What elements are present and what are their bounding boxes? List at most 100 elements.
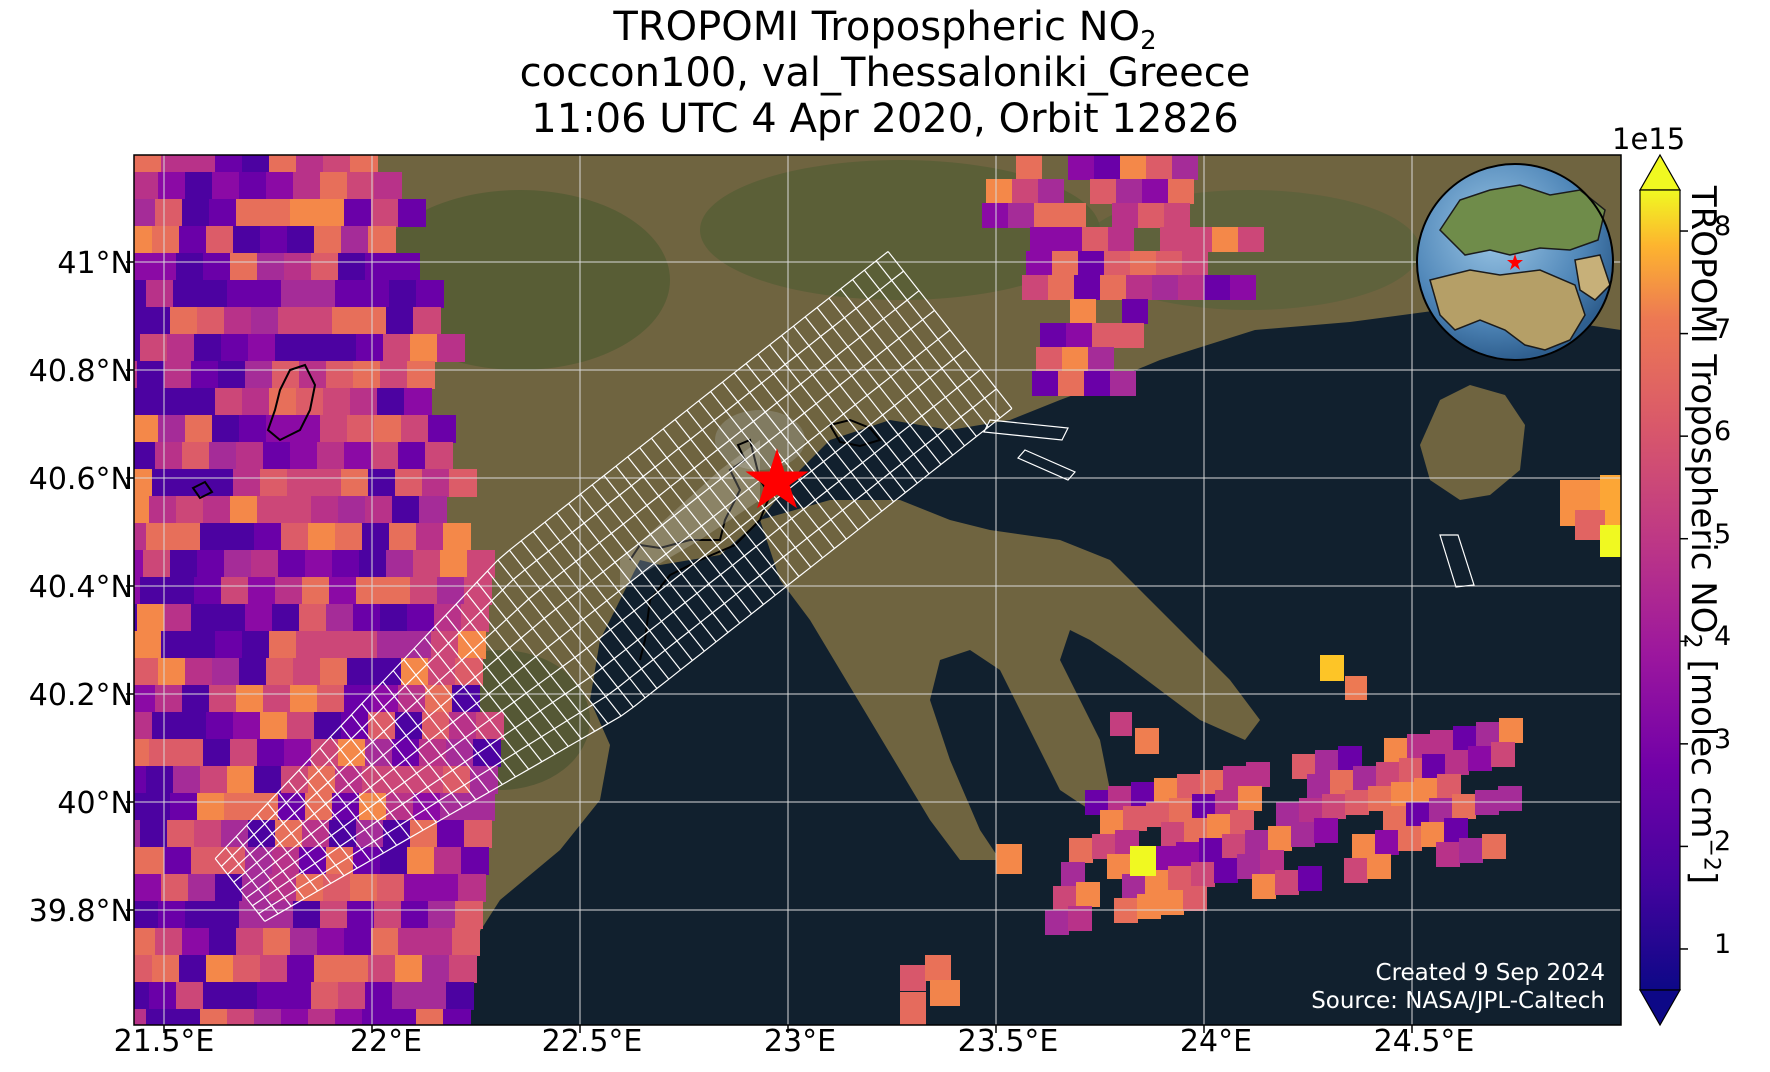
map-frame [133,154,1622,1026]
no2-pixel [350,155,378,173]
colorbar-tick-label: 7 [1714,314,1732,345]
no2-pixel [257,253,285,281]
lake-small [191,480,214,500]
no2-pixel [236,685,264,713]
no2-pixel [380,847,408,875]
no2-pixel [1040,323,1066,348]
colorbar-tick-label: 2 [1714,826,1732,857]
no2-pixel [419,982,447,1010]
no2-pixel [305,1036,333,1064]
no2-pixel [134,820,141,848]
no2-pixel [1183,886,1207,911]
globe-africa [1429,269,1586,351]
no2-pixel [1116,179,1142,204]
no2-pixel [353,847,381,875]
no2-pixel [134,631,162,659]
no2-pixel [206,226,234,254]
no2-pixel [1246,762,1270,787]
no2-pixel [224,793,252,821]
no2-pixel [224,1036,252,1064]
no2-pixel [332,307,360,335]
footprint-line [220,270,904,867]
no2-pixel [257,496,285,524]
no2-pixel [296,631,324,659]
no2-pixel [377,874,405,902]
no2-pixel [398,928,426,956]
no2-pixel [260,226,288,254]
no2-pixel [404,388,432,416]
no2-pixel [365,253,393,281]
no2-pixel [158,658,186,686]
x-tick-label: 23.5°E [957,1024,1059,1059]
no2-pixel [287,226,315,254]
no2-pixel [134,955,153,983]
no2-pixel [1436,842,1460,867]
no2-pixel [413,793,441,821]
lake-vegoritida [266,363,317,442]
no2-pixel [326,604,354,632]
no2-pixel [293,901,321,929]
no2-pixel [158,172,186,200]
no2-pixel [1238,227,1264,252]
credit-source: Source: NASA/JPL-Caltech [1311,988,1605,1014]
no2-pixel [197,793,225,821]
no2-pixel [1056,227,1082,252]
globe-inset [1416,163,1614,361]
no2-pixel [242,388,270,416]
no2-pixel [422,955,450,983]
no2-pixel [1252,874,1276,899]
no2-pixel [188,388,216,416]
no2-pixel [1146,155,1172,180]
no2-pixel [134,712,153,740]
no2-pixel [134,280,147,308]
no2-pixel [440,1036,468,1064]
no2-pixel [308,280,336,308]
no2-pixel [1066,323,1092,348]
no2-pixel [290,928,318,956]
no2-pixel [452,928,480,956]
footprint-grid [214,251,1013,922]
no2-pixel [203,253,231,281]
no2-pixel [146,1009,174,1025]
no2-pixel [191,604,219,632]
no2-pixel [335,523,363,551]
no2-pixel [134,523,147,551]
no2-pixel [203,496,231,524]
no2-pixel [1123,806,1147,831]
no2-pixel [389,523,417,551]
y-tick-label: 40°N [57,786,133,821]
no2-pixel [134,631,135,659]
no2-pixel [1275,870,1299,895]
no2-pixel [134,199,156,227]
no2-pixel [170,307,198,335]
mainland-land [134,155,1621,1025]
no2-pixel [308,766,336,794]
no2-pixel [149,253,177,281]
no2-pixel [233,712,261,740]
no2-pixel [134,496,150,524]
colorbar-tick-label: 6 [1714,416,1732,447]
no2-pixel [137,604,165,632]
no2-pixel [206,955,234,983]
no2-pixel [155,685,183,713]
colorbar-tick-label: 1 [1714,929,1732,960]
colorbar-tick-label: 8 [1714,211,1732,242]
no2-pixel [308,523,336,551]
no2-pixel [1112,203,1138,228]
no2-pixel [365,496,393,524]
no2-pixel [422,469,450,497]
no2-pixel [296,874,324,902]
no2-pixel [449,712,477,740]
no2-pixel [356,577,384,605]
no2-pixel [344,199,372,227]
no2-pixel [188,631,216,659]
no2-pixel [986,179,1012,204]
no2-pixel [215,388,243,416]
no2-pixel [347,901,375,929]
no2-pixel [1138,203,1164,228]
no2-pixel [134,388,162,416]
no2-pixel [1084,371,1110,396]
no2-pixel [146,523,174,551]
no2-pixel [362,523,390,551]
no2-pixel [173,766,201,794]
